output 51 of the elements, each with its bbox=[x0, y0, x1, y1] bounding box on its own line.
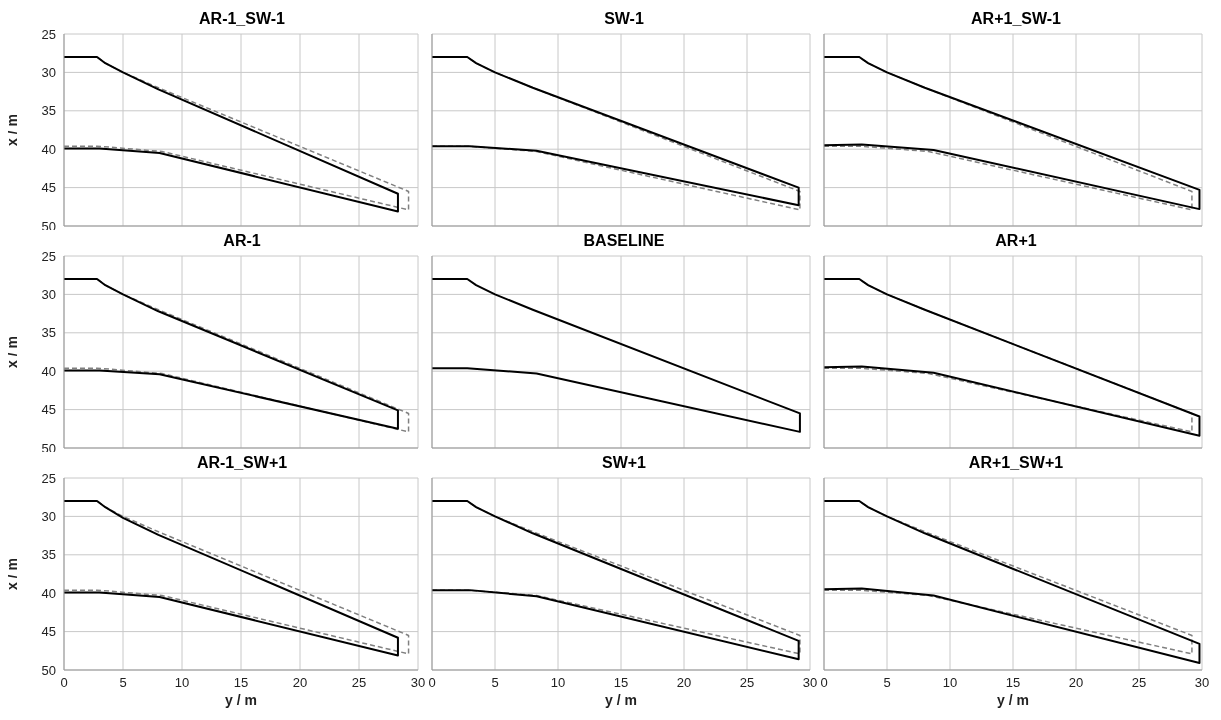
y-tick-label: 45 bbox=[41, 624, 56, 640]
x-tick-label: 30 bbox=[410, 675, 426, 691]
x-tick-label: 20 bbox=[292, 675, 308, 691]
y-tick-label: 45 bbox=[41, 402, 56, 418]
x-tick-label: 15 bbox=[233, 675, 249, 691]
x-tick-label: 10 bbox=[942, 675, 958, 691]
x-tick-label: 30 bbox=[802, 675, 818, 691]
y-tick-label: 25 bbox=[41, 470, 56, 486]
y-tick-label: 50 bbox=[41, 440, 56, 456]
chart-title: AR+1 bbox=[994, 231, 1038, 251]
y-tick-label: 40 bbox=[41, 585, 56, 601]
x-tick-label: 15 bbox=[1005, 675, 1021, 691]
y-tick-label: 50 bbox=[41, 662, 56, 678]
chart-title: AR+1_SW-1 bbox=[970, 9, 1062, 29]
chart-title: AR-1_SW-1 bbox=[199, 10, 285, 27]
y-tick-label: 25 bbox=[41, 26, 56, 42]
chart-title: BASELINE bbox=[582, 231, 666, 251]
chart-title: AR-1 bbox=[223, 232, 261, 249]
y-tick-label: 35 bbox=[41, 547, 56, 563]
y-tick-label: 45 bbox=[41, 180, 56, 196]
x-tick-label: 10 bbox=[550, 675, 566, 691]
y-tick-label: 35 bbox=[41, 103, 56, 119]
x-tick-label: 5 bbox=[883, 675, 891, 691]
x-axis-title: y / m bbox=[225, 692, 257, 708]
x-tick-label: 0 bbox=[820, 675, 828, 691]
x-axis-title: y / m bbox=[997, 692, 1029, 708]
x-tick-label: 0 bbox=[60, 675, 68, 691]
x-tick-label: 25 bbox=[739, 675, 755, 691]
x-tick-label: 25 bbox=[351, 675, 367, 691]
x-tick-label: 0 bbox=[428, 675, 436, 691]
y-tick-label: 50 bbox=[41, 218, 56, 234]
y-tick-label: 30 bbox=[41, 287, 56, 303]
x-tick-label: 25 bbox=[1131, 675, 1147, 691]
y-tick-label: 30 bbox=[41, 65, 56, 81]
x-tick-label: 10 bbox=[174, 675, 190, 691]
x-tick-label: 5 bbox=[119, 675, 127, 691]
x-tick-label: 20 bbox=[1068, 675, 1084, 691]
x-tick-label: 30 bbox=[1194, 675, 1210, 691]
y-tick-label: 30 bbox=[41, 509, 56, 525]
y-tick-label: 25 bbox=[41, 248, 56, 264]
x-tick-label: 5 bbox=[491, 675, 499, 691]
y-tick-label: 40 bbox=[41, 141, 56, 157]
x-tick-label: 15 bbox=[613, 675, 629, 691]
y-tick-label: 40 bbox=[41, 363, 56, 379]
x-axis-title: y / m bbox=[605, 692, 637, 708]
chart-title: AR+1_SW+1 bbox=[967, 453, 1065, 473]
chart-title: SW-1 bbox=[603, 9, 645, 29]
y-tick-label: 35 bbox=[41, 325, 56, 341]
chart-title: AR-1_SW+1 bbox=[196, 454, 288, 471]
chart-title: SW+1 bbox=[601, 453, 647, 473]
x-tick-label: 20 bbox=[676, 675, 692, 691]
